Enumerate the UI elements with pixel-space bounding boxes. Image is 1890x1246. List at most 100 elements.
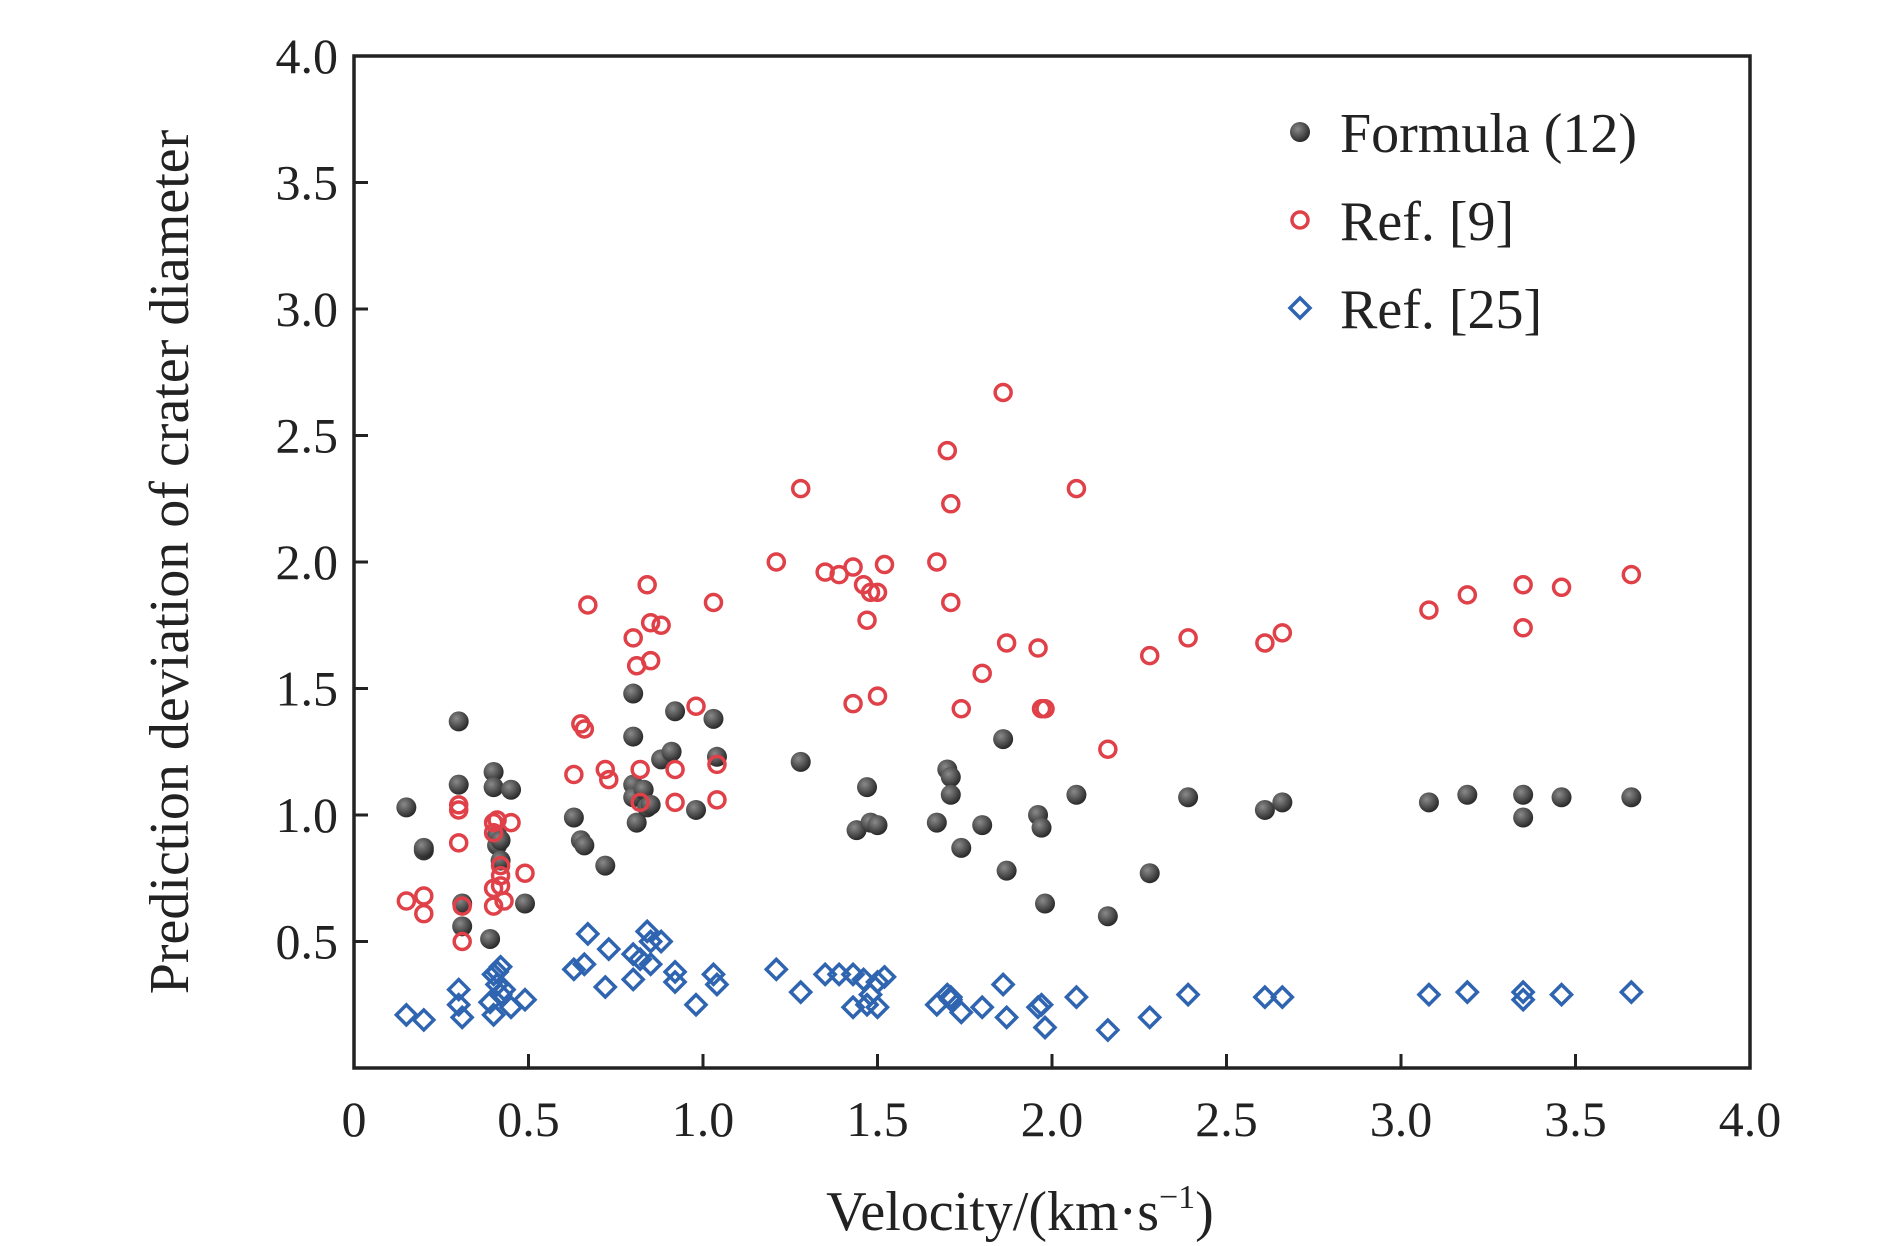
x-axis: 0 0.5 1.0 1.5 2.0 2.5 3.0 3.5 4.0 <box>342 1054 1781 1147</box>
point-formula-12 <box>413 837 434 858</box>
y-tick-label: 3.0 <box>276 281 339 337</box>
point-ref-25 <box>491 977 517 1003</box>
point-formula-12 <box>1097 906 1118 927</box>
point-ref-9 <box>790 478 811 499</box>
point-ref-9 <box>843 557 863 577</box>
point-formula-12 <box>686 799 707 820</box>
point-ref-9 <box>1035 698 1055 719</box>
point-ref-9 <box>951 698 972 719</box>
point-ref-25 <box>1063 984 1089 1010</box>
point-ref-25 <box>1416 982 1442 1008</box>
point-ref-9 <box>515 863 535 883</box>
point-ref-9 <box>874 554 895 575</box>
point-ref-9 <box>686 696 706 716</box>
x-axis-title: Velocity/(km·s−1) <box>826 1179 1214 1243</box>
point-ref-9 <box>1513 618 1533 638</box>
point-ref-25 <box>1510 987 1536 1013</box>
x-axis-title-superscript: −1 <box>1159 1179 1195 1216</box>
point-ref-25 <box>969 994 995 1020</box>
point-ref-25 <box>700 961 726 987</box>
point-ref-9 <box>1513 575 1533 595</box>
y-tick-label: 1.5 <box>276 661 339 717</box>
x-tick-label: 0.5 <box>497 1091 560 1147</box>
point-ref-25 <box>1252 984 1278 1010</box>
point-ref-25 <box>481 1002 507 1028</box>
point-ref-9 <box>483 896 504 916</box>
point-formula-12 <box>1513 807 1534 828</box>
point-ref-25 <box>1454 979 1480 1005</box>
point-ref-25 <box>788 979 814 1005</box>
point-formula-12 <box>515 893 536 914</box>
y-tick-label: 4.0 <box>276 28 339 84</box>
point-formula-12 <box>951 837 972 858</box>
point-ref-9 <box>574 719 595 739</box>
point-ref-9 <box>1139 645 1160 666</box>
point-ref-9 <box>860 582 881 603</box>
point-formula-12 <box>1031 817 1052 838</box>
point-formula-12 <box>1139 863 1160 884</box>
point-formula-12 <box>626 812 647 833</box>
point-formula-12 <box>790 751 811 772</box>
point-formula-12 <box>665 701 686 722</box>
point-formula-12 <box>1035 893 1056 914</box>
plot-frame <box>352 54 1752 1070</box>
point-ref-25 <box>620 966 646 992</box>
point-ref-9 <box>1419 600 1439 620</box>
point-ref-25 <box>449 1004 475 1030</box>
point-ref-9 <box>857 610 877 630</box>
x-tick-label: 3.5 <box>1544 1091 1607 1147</box>
point-formula-12 <box>490 850 511 871</box>
point-ref-25 <box>634 918 660 944</box>
point-ref-25 <box>1137 1004 1163 1030</box>
y-axis: 0.5 1.0 1.5 2.0 2.5 3.0 3.5 4.0 <box>276 28 368 970</box>
point-ref-9 <box>766 552 787 572</box>
point-ref-9 <box>1098 739 1118 759</box>
point-ref-9 <box>414 903 434 924</box>
point-ref-9 <box>843 693 863 714</box>
legend-label-formula-12: Formula (12) <box>1340 103 1637 165</box>
point-ref-9 <box>941 592 961 613</box>
point-ref-25 <box>596 936 622 962</box>
point-formula-12 <box>501 779 522 800</box>
point-formula-12 <box>452 916 473 937</box>
point-ref-9 <box>867 582 888 603</box>
y-tick-label: 3.5 <box>276 155 339 211</box>
point-formula-12 <box>1621 787 1642 808</box>
point-formula-12 <box>623 726 644 747</box>
x-tick-label: 0 <box>342 1091 367 1147</box>
legend-label-ref-9: Ref. [9] <box>1340 191 1514 253</box>
point-ref-9 <box>941 494 961 514</box>
point-formula-12 <box>640 794 661 815</box>
point-ref-25 <box>826 961 852 987</box>
point-ref-9 <box>1028 638 1048 658</box>
point-formula-12 <box>623 683 644 704</box>
point-ref-9 <box>494 891 514 911</box>
point-formula-12 <box>1066 784 1087 805</box>
point-formula-12 <box>993 729 1014 750</box>
point-ref-25 <box>1549 982 1575 1008</box>
point-ref-25 <box>575 921 601 947</box>
x-tick-label: 3.0 <box>1370 1091 1433 1147</box>
point-ref-9 <box>1255 633 1275 653</box>
point-ref-9 <box>640 650 661 671</box>
point-ref-9 <box>490 865 511 886</box>
point-ref-25 <box>512 987 538 1013</box>
point-ref-25 <box>662 969 688 995</box>
y-tick-label: 1.0 <box>276 787 339 843</box>
point-ref-9 <box>599 769 619 790</box>
point-formula-12 <box>574 835 595 856</box>
point-ref-25 <box>648 929 674 954</box>
point-formula-12 <box>1418 792 1439 813</box>
point-ref-9 <box>665 759 685 780</box>
point-ref-9 <box>1178 628 1198 648</box>
point-formula-12 <box>940 767 961 788</box>
x-axis-title-end: ) <box>1195 1181 1214 1243</box>
point-ref-9 <box>448 833 469 853</box>
point-ref-25 <box>592 974 618 1000</box>
point-ref-9 <box>1457 585 1478 605</box>
point-ref-25 <box>865 969 890 995</box>
point-formula-12 <box>483 761 504 782</box>
point-ref-9 <box>578 595 598 615</box>
point-ref-9 <box>927 552 947 572</box>
